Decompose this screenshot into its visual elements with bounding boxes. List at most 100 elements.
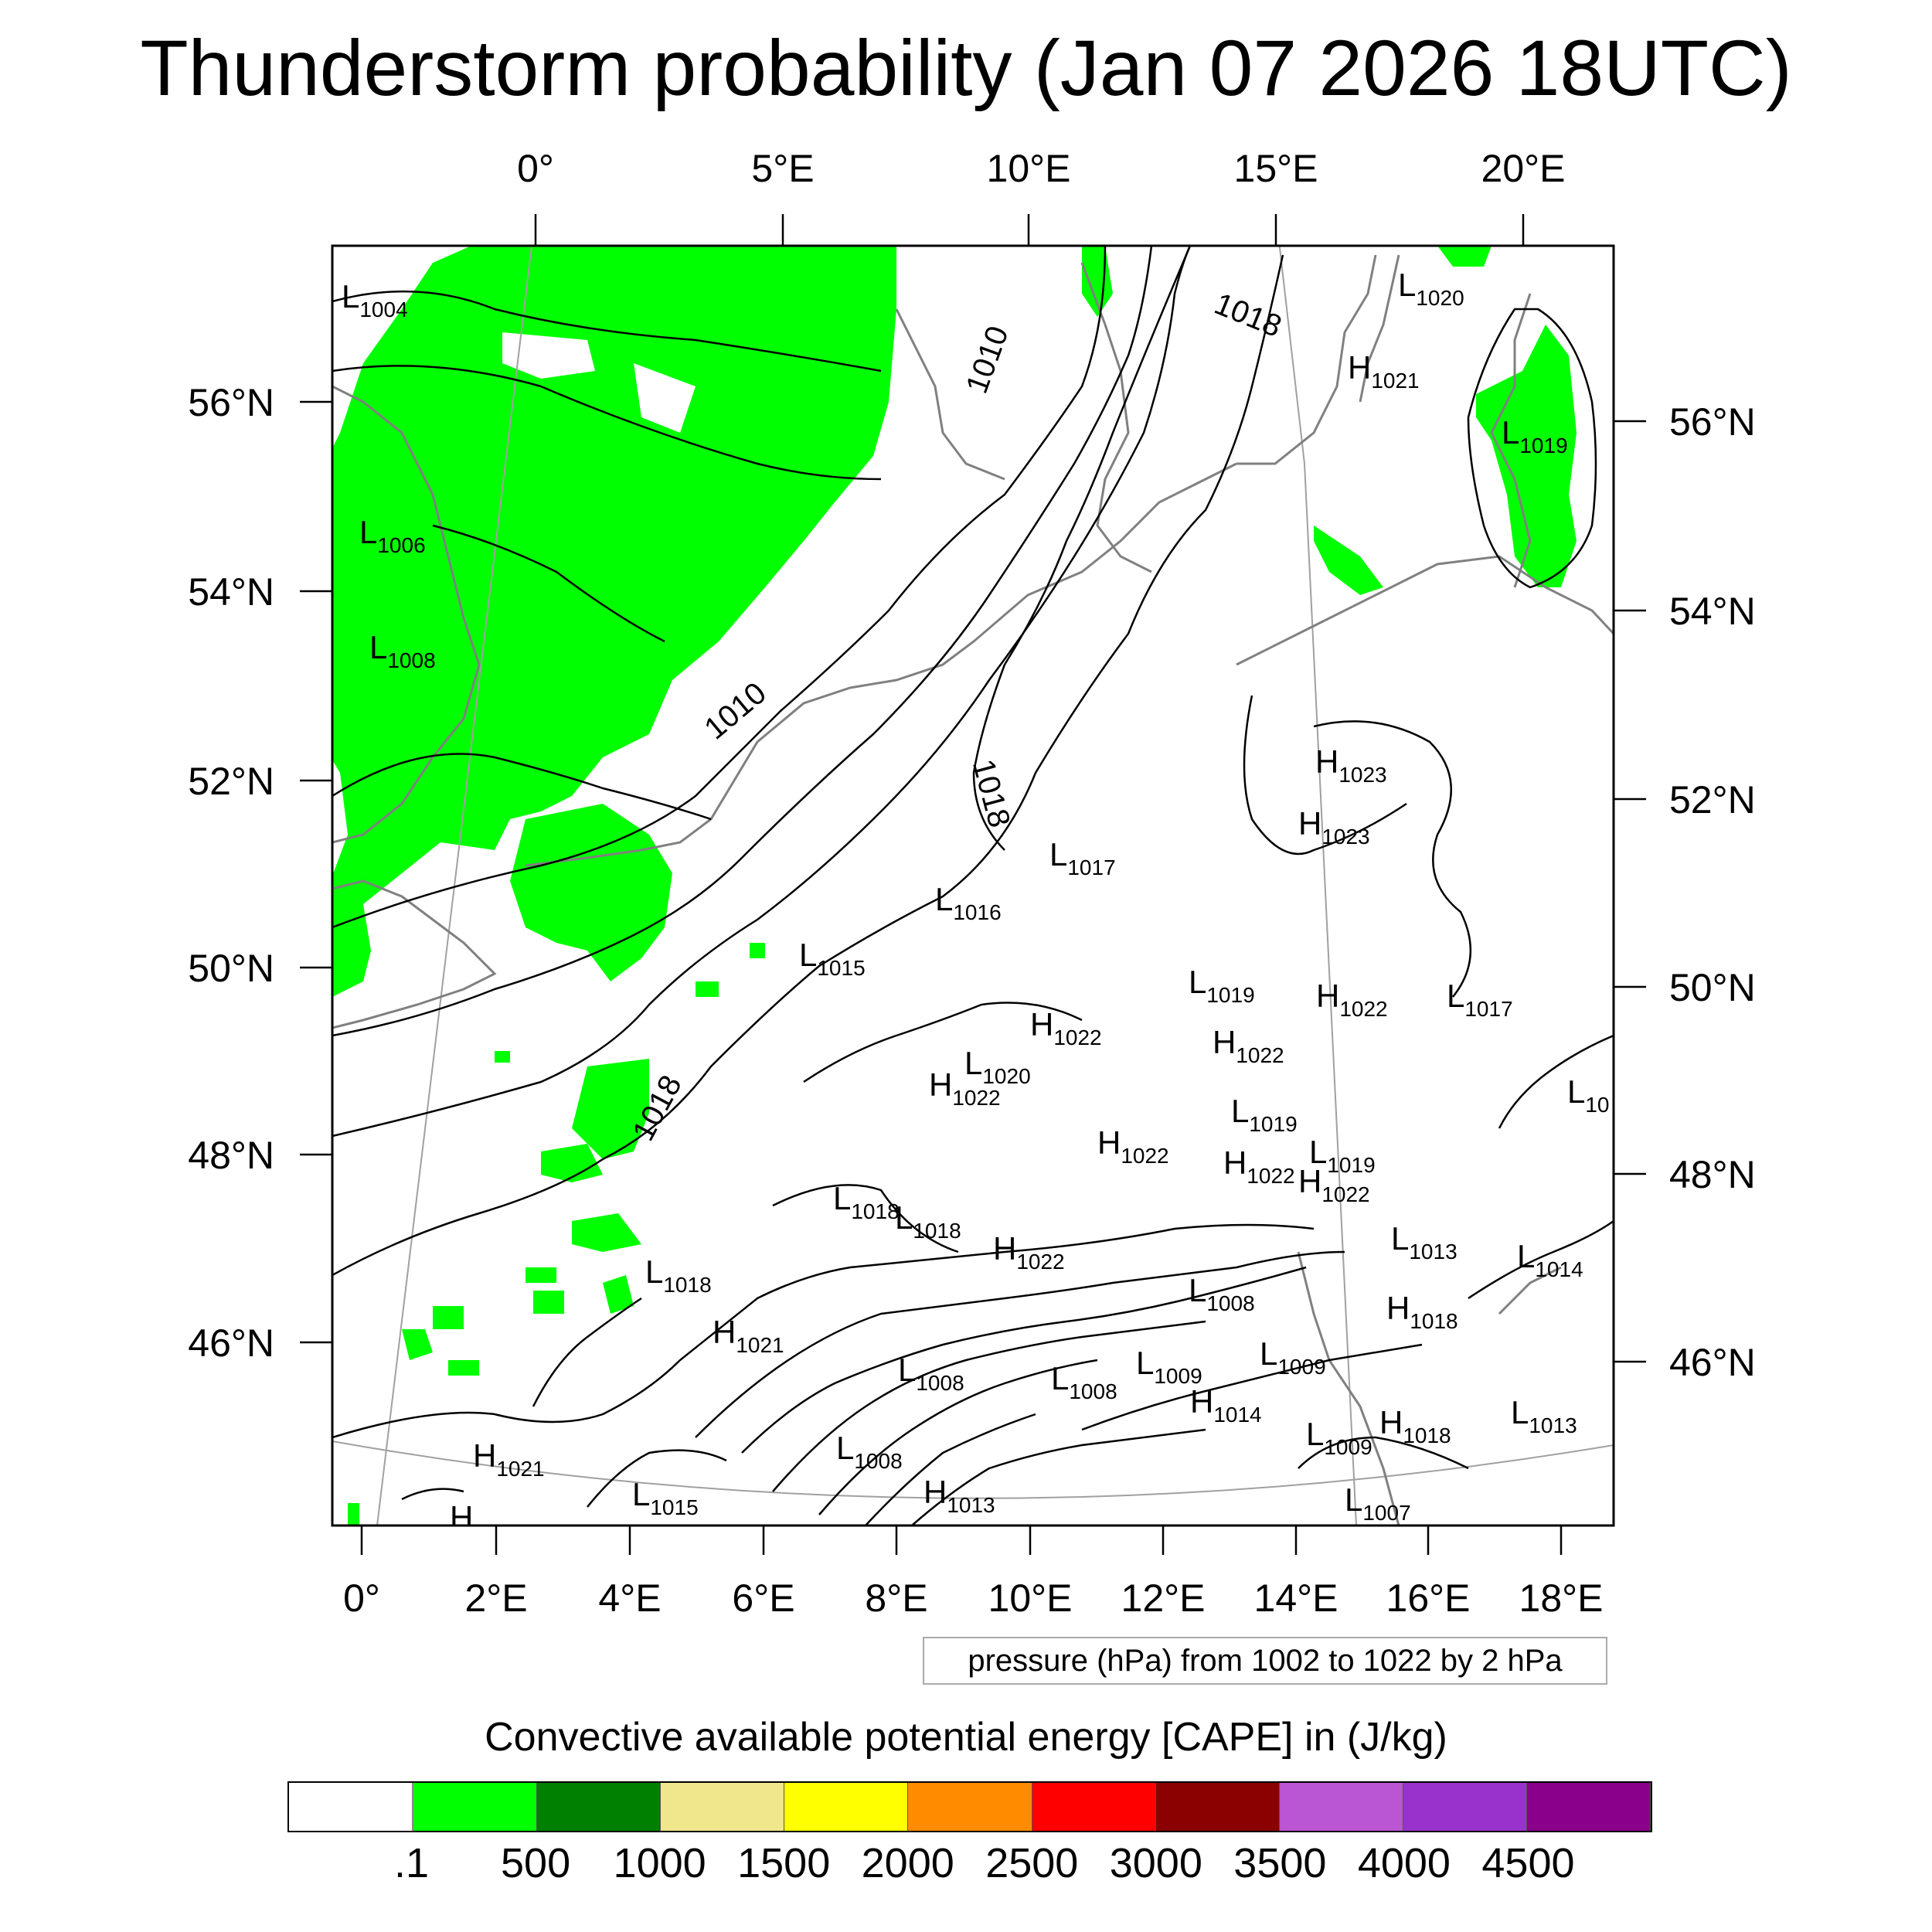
pressure-system-marker: L1004 (342, 278, 408, 321)
longitude-label: 4°E (598, 1577, 661, 1620)
pressure-system-marker: L1018 (645, 1253, 712, 1297)
colorbar-tick-label: 4500 (1481, 1840, 1575, 1886)
colorbar-tick-label: .1 (394, 1840, 430, 1886)
pressure-system-marker: L1008 (1189, 1272, 1255, 1315)
map-frame (331, 244, 1615, 1527)
colorbar-swatch (1032, 1783, 1156, 1831)
pressure-system-marker: H1022 (993, 1230, 1065, 1274)
colorbar-tick-label: 3000 (1109, 1840, 1202, 1886)
pressure-system-marker: L1006 (359, 514, 426, 557)
pressure-system-marker: L10 (1567, 1073, 1610, 1117)
pressure-system-marker: H1022 (1316, 978, 1388, 1021)
longitude-label: 20°E (1481, 147, 1566, 190)
pressure-system-marker: L1019 (1309, 1134, 1376, 1177)
latitude-label: 54°N (1669, 590, 1756, 633)
pressure-system-marker: H1022 (929, 1066, 1001, 1110)
pressure-system-marker: H1021 (473, 1437, 545, 1481)
longitude-label: 5°E (751, 147, 814, 190)
isobar-label: 1018 (966, 756, 1017, 831)
pressure-system-marker: H1022 (1223, 1145, 1295, 1188)
pressure-system-marker: L1019 (1231, 1093, 1298, 1136)
isobars (332, 246, 1614, 1526)
latitude-label: 50°N (1669, 966, 1756, 1009)
cape-area (332, 246, 1577, 1526)
pressure-system-marker: L1008 (369, 629, 436, 672)
longitude-label: 2°E (464, 1577, 527, 1620)
longitude-label: 0° (343, 1577, 380, 1620)
colorbar (287, 1781, 1652, 1832)
pressure-system-marker: H1021 (1348, 349, 1420, 393)
longitude-label: 18°E (1519, 1577, 1604, 1620)
pressure-system-marker: H1022 (1030, 1006, 1102, 1049)
pressure-system-marker: L1008 (1051, 1360, 1117, 1403)
pressure-system-marker: H1022 (1097, 1124, 1169, 1168)
pressure-system-marker: L1013 (1511, 1394, 1577, 1437)
bottom-axis (360, 1526, 1563, 1555)
longitude-label: 12°E (1121, 1577, 1206, 1620)
pressure-system-marker: L1008 (898, 1352, 964, 1395)
graticule (332, 246, 1614, 1526)
pressure-system-marker: L1018 (895, 1199, 961, 1243)
pressure-system-marker: L1017 (1049, 836, 1116, 879)
colorbar-tick-label: 3500 (1233, 1840, 1327, 1886)
latitude-label: 50°N (188, 947, 274, 990)
pressure-contour-note: pressure (hPa) from 1002 to 1022 by 2 hP… (923, 1637, 1607, 1685)
pressure-system-marker: L1015 (799, 937, 866, 980)
pressure-system-marker: H1021 (713, 1314, 784, 1357)
top-axis (534, 214, 1525, 246)
pressure-systems: L1004 L1006 L1008 L1020 H1021 L1019 H102… (342, 267, 1610, 1536)
colorbar-swatch (1403, 1783, 1527, 1831)
colorbar-swatch (1526, 1783, 1651, 1831)
pressure-system-marker: L1020 (964, 1045, 1031, 1088)
pressure-system-marker: L1016 (935, 881, 1002, 924)
colorbar-swatch (537, 1783, 662, 1831)
colorbar-tick-label: 2000 (861, 1840, 954, 1886)
colorbar-tick-label: 4000 (1357, 1840, 1451, 1886)
pressure-system-marker: L1008 (836, 1430, 903, 1473)
pressure-system-marker: L1009 (1306, 1416, 1372, 1459)
pressure-system-marker: H1018 (1379, 1404, 1451, 1447)
latitude-label: 56°N (188, 381, 274, 424)
colorbar-swatch (1279, 1783, 1403, 1831)
latitude-label: 48°N (1669, 1153, 1756, 1196)
colorbar-tick-label: 500 (501, 1840, 571, 1886)
longitude-label: 14°E (1254, 1577, 1338, 1620)
pressure-system-marker: H1023 (1315, 743, 1387, 787)
latitude-label: 46°N (1669, 1341, 1756, 1384)
latitude-label: 52°N (1669, 778, 1756, 821)
pressure-system-marker: H1023 (1298, 805, 1370, 849)
pressure-system-marker: L1018 (833, 1180, 900, 1223)
pressure-system-marker: L1009 (1260, 1335, 1326, 1379)
colorbar-swatch (289, 1783, 414, 1831)
longitude-label: 0° (517, 147, 554, 190)
colorbar-tick-label: 1000 (613, 1840, 706, 1886)
left-axis (300, 400, 332, 1344)
latitude-label: 56°N (1669, 400, 1756, 444)
pressure-system-marker: L1014 (1517, 1238, 1583, 1281)
pressure-system-marker: L1015 (632, 1476, 699, 1519)
colorbar-tick-label: 2500 (985, 1840, 1079, 1886)
pressure-system-marker: H (450, 1499, 473, 1536)
colorbar-swatch (413, 1783, 538, 1831)
coastlines (332, 254, 1614, 1526)
longitude-label: 10°E (987, 147, 1071, 190)
map-content: 1010 1018 1010 1018 1018 L1004 L1006 L10… (332, 246, 1614, 1536)
latitude-label: 52°N (188, 760, 274, 803)
pressure-system-marker: H1013 (923, 1474, 995, 1517)
longitude-label: 10°E (988, 1577, 1073, 1620)
longitude-label: 15°E (1234, 147, 1318, 190)
pressure-system-marker: H1018 (1386, 1290, 1458, 1333)
colorbar-swatch (1155, 1783, 1280, 1831)
latitude-label: 54°N (188, 570, 274, 614)
pressure-system-marker: H1022 (1298, 1163, 1370, 1206)
pressure-system-marker: L1013 (1391, 1220, 1458, 1264)
bottom-axis-labels: 0° 2°E 4°E 6°E 8°E 10°E 12°E 14°E 16°E 1… (343, 1577, 1603, 1620)
pressure-system-marker: L1009 (1136, 1345, 1202, 1388)
colorbar-swatch (908, 1783, 1032, 1831)
colorbar-tick-label: 1500 (737, 1840, 831, 1886)
pressure-system-marker: L1007 (1345, 1481, 1411, 1525)
latitude-label: 46°N (188, 1321, 274, 1365)
longitude-label: 16°E (1386, 1577, 1471, 1620)
left-axis-labels: 56°N 54°N 52°N 50°N 48°N 46°N (188, 381, 274, 1365)
longitude-label: 6°E (732, 1577, 794, 1620)
